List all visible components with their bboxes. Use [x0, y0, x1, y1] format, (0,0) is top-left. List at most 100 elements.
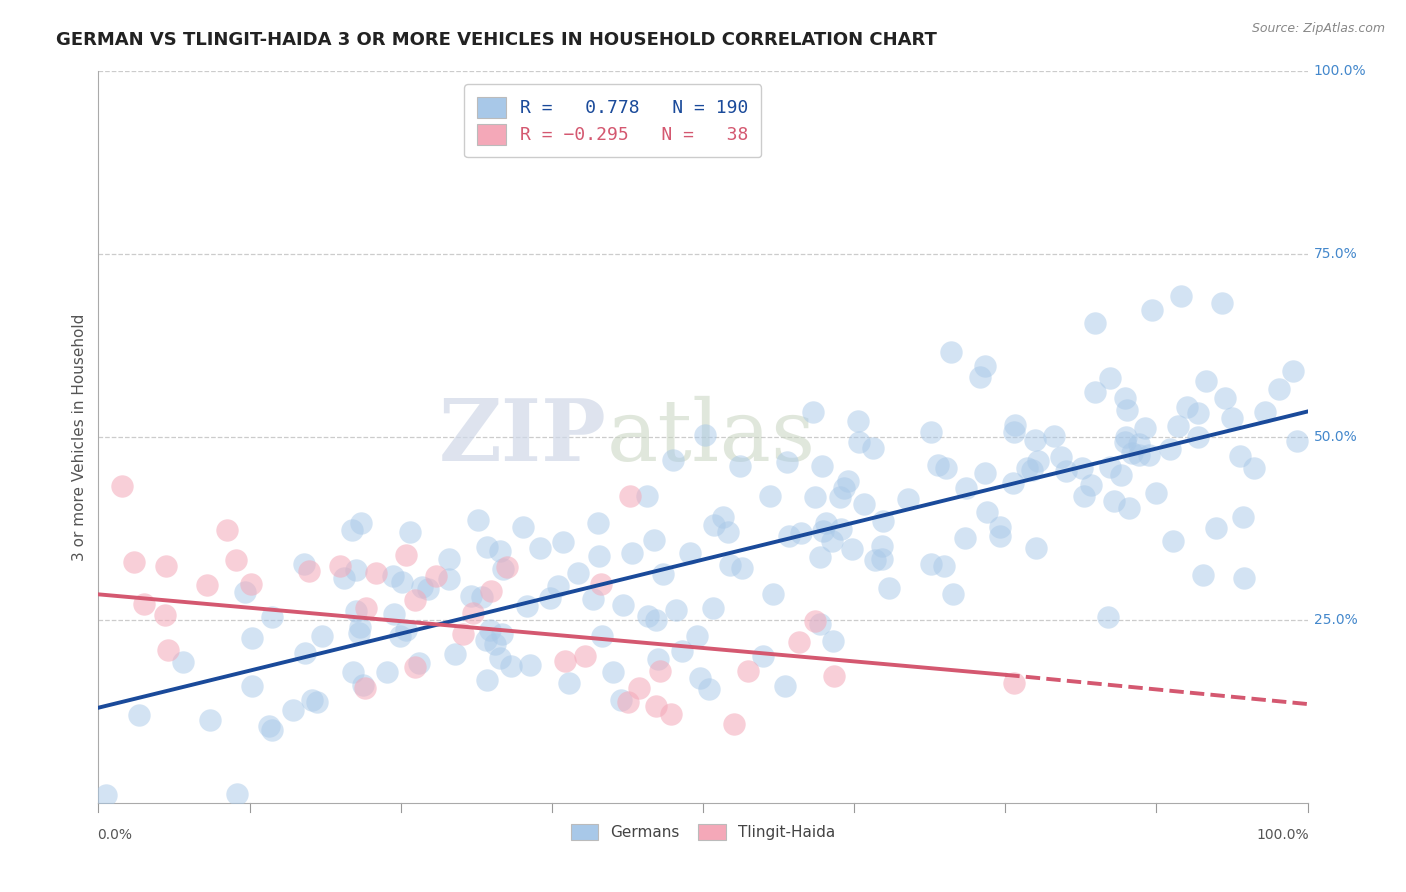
Point	[1232, 510, 1254, 524]
Y-axis label: 3 or more Vehicles in Household: 3 or more Vehicles in Household	[72, 313, 87, 561]
Point	[366, 566, 388, 581]
Text: 100.0%: 100.0%	[1256, 829, 1309, 842]
Point	[853, 497, 876, 511]
Point	[411, 580, 433, 594]
Point	[665, 603, 688, 617]
Point	[1187, 430, 1209, 444]
Point	[233, 584, 256, 599]
Point	[475, 541, 498, 555]
Point	[382, 569, 405, 583]
Point	[382, 607, 405, 622]
Point	[619, 489, 641, 503]
Point	[1159, 442, 1181, 456]
Point	[773, 680, 796, 694]
Point	[259, 719, 281, 733]
Point	[298, 564, 321, 578]
Point	[1024, 433, 1046, 447]
Point	[1254, 405, 1277, 419]
Point	[591, 630, 613, 644]
Point	[1243, 460, 1265, 475]
Point	[711, 509, 734, 524]
Point	[1015, 461, 1038, 475]
Point	[354, 600, 377, 615]
Point	[1268, 382, 1291, 396]
Point	[1140, 302, 1163, 317]
Point	[759, 489, 782, 503]
Point	[737, 664, 759, 678]
Point	[872, 551, 894, 566]
Point	[582, 591, 605, 606]
Point	[723, 717, 745, 731]
Point	[602, 665, 624, 679]
Point	[973, 359, 995, 373]
Point	[828, 491, 851, 505]
Point	[558, 676, 581, 690]
Point	[1004, 676, 1026, 690]
Point	[491, 626, 513, 640]
Point	[529, 541, 551, 556]
Point	[347, 626, 370, 640]
Point	[1109, 468, 1132, 483]
Point	[1128, 448, 1150, 462]
Point	[489, 544, 512, 558]
Point	[294, 647, 316, 661]
Point	[479, 584, 502, 599]
Point	[111, 479, 134, 493]
Point	[1070, 461, 1092, 475]
Point	[830, 522, 852, 536]
Point	[935, 461, 957, 475]
Point	[811, 524, 834, 539]
Point	[471, 590, 494, 604]
Point	[761, 587, 783, 601]
Point	[821, 534, 844, 549]
Point	[484, 637, 506, 651]
Point	[496, 560, 519, 574]
Text: Source: ZipAtlas.com: Source: ZipAtlas.com	[1251, 22, 1385, 36]
Point	[1229, 450, 1251, 464]
Point	[728, 459, 751, 474]
Point	[659, 707, 682, 722]
Point	[408, 656, 430, 670]
Point	[333, 571, 356, 585]
Point	[425, 569, 447, 583]
Point	[375, 665, 398, 680]
Point	[787, 634, 810, 648]
Point	[395, 548, 418, 562]
Point	[848, 434, 870, 449]
Point	[1073, 489, 1095, 503]
Point	[942, 587, 965, 601]
Point	[832, 481, 855, 495]
Point	[695, 428, 717, 442]
Point	[731, 561, 754, 575]
Point	[803, 405, 825, 419]
Point	[489, 650, 512, 665]
Point	[124, 555, 146, 569]
Point	[811, 458, 834, 473]
Point	[955, 481, 977, 495]
Point	[354, 681, 377, 695]
Point	[499, 658, 522, 673]
Point	[1118, 501, 1140, 516]
Point	[388, 629, 411, 643]
Point	[294, 558, 316, 572]
Point	[1161, 534, 1184, 549]
Point	[718, 558, 741, 572]
Point	[404, 660, 426, 674]
Point	[398, 525, 420, 540]
Point	[391, 574, 413, 589]
Point	[637, 609, 659, 624]
Point	[439, 573, 461, 587]
Point	[260, 609, 283, 624]
Point	[240, 679, 263, 693]
Point	[941, 345, 963, 359]
Point	[671, 644, 693, 658]
Point	[538, 591, 561, 605]
Point	[808, 616, 831, 631]
Point	[1021, 462, 1043, 476]
Point	[821, 634, 844, 648]
Point	[311, 629, 333, 643]
Point	[1002, 476, 1025, 491]
Point	[242, 631, 264, 645]
Point	[350, 516, 373, 530]
Point	[703, 517, 725, 532]
